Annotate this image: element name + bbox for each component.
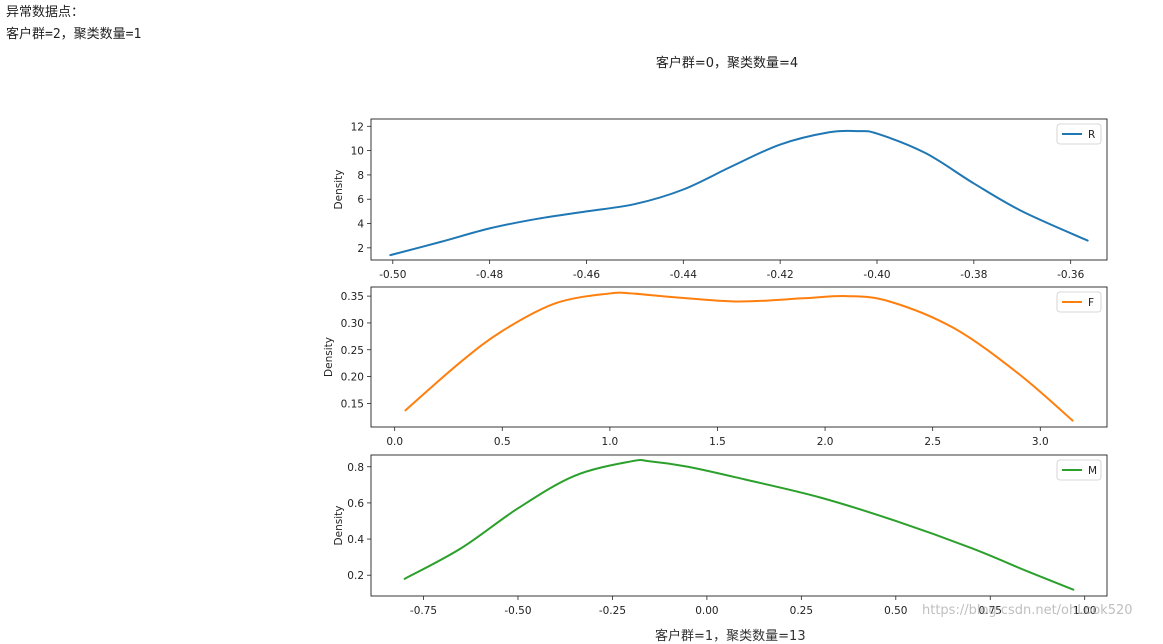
y-tick-label: 0.35	[341, 291, 364, 303]
y-tick-label: 2	[357, 243, 364, 255]
output-line-2: 客户群=2，聚类数量=1	[6, 27, 142, 42]
x-tick-label: -0.36	[1057, 269, 1084, 281]
x-tick-label: -0.75	[410, 605, 437, 617]
x-tick-label: 0.0	[386, 436, 403, 448]
x-tick-label: 3.0	[1032, 436, 1049, 448]
y-tick-label: 10	[351, 146, 364, 158]
x-tick-label: 0.00	[695, 605, 718, 617]
legend-label-R: R	[1088, 129, 1095, 141]
x-tick-label: -0.38	[960, 269, 987, 281]
subplot-1: -0.50 -0.48 -0.46 -0.44 -0.42 -0.40 -0.38 -0.36…	[333, 118, 1108, 281]
series-line-R	[389, 129, 1089, 257]
y-tick-label: 0.8	[347, 462, 364, 474]
subplot-2: 0.0 0.5 1.0 1.5 2.0 2.5 3.0 0.15 0.20 0.25 0.30 0.3…	[323, 286, 1108, 448]
y-axis-label: Density	[333, 170, 345, 210]
legend-label-F: F	[1088, 297, 1094, 309]
y-axis-label: Density	[333, 506, 345, 546]
x-tick-label: 2.0	[817, 436, 834, 448]
x-tick-label: 0.5	[494, 436, 511, 448]
chart-title: 客户群=0，聚类数量=4	[656, 55, 798, 71]
watermark: https://blog.csdn.net/ohLook520	[922, 603, 1133, 618]
y-tick-label: 0.20	[341, 372, 364, 384]
y-tick-label: 0.2	[347, 570, 364, 582]
x-tick-label: 1.0	[602, 436, 619, 448]
x-tick-label: 1.00	[1073, 605, 1096, 617]
axes-frame	[370, 286, 1108, 428]
x-tick-label: 2.5	[924, 436, 941, 448]
next-figure-title-partial: 客户群=1，聚类数量=13	[655, 629, 806, 644]
legend-label-M: M	[1088, 465, 1097, 477]
axes-frame	[370, 454, 1108, 597]
y-tick-label: 0.6	[347, 498, 364, 510]
y-tick-label: 6	[357, 194, 364, 206]
x-tick-label: -0.25	[599, 605, 626, 617]
x-tick-label: 0.50	[884, 605, 907, 617]
y-tick-label: 0.15	[341, 398, 364, 410]
series-line-M	[403, 459, 1075, 591]
x-tick-label: -0.48	[476, 269, 503, 281]
y-axis-label: Density	[323, 337, 335, 377]
x-tick-label: -0.40	[863, 269, 890, 281]
x-tick-label: 0.75	[979, 605, 1002, 617]
y-tick-label: 8	[357, 170, 364, 182]
x-tick-label: 0.25	[790, 605, 813, 617]
y-tick-label: 4	[357, 219, 364, 231]
axes-frame	[370, 118, 1108, 261]
y-tick-label: 0.4	[347, 534, 364, 546]
x-tick-label: -0.46	[573, 269, 600, 281]
series-line-F	[404, 291, 1074, 422]
x-tick-label: -0.50	[504, 605, 531, 617]
y-tick-label: 0.25	[341, 345, 364, 357]
x-tick-label: -0.42	[767, 269, 794, 281]
output-line-1: 异常数据点：	[6, 5, 85, 20]
x-tick-label: 1.5	[709, 436, 726, 448]
density-figure: 客户群=0，聚类数量=4-0.50 -0.48 -0.46 -0.44 -0.42 -0.…	[323, 55, 1108, 617]
x-tick-label: -0.50	[379, 269, 406, 281]
y-tick-label: 0.30	[341, 318, 364, 330]
y-tick-label: 12	[351, 121, 364, 133]
subplot-3: -0.75 -0.50 -0.25 0.00 0.25 0.50 0.75 1.00 0.2 0.…	[333, 454, 1108, 617]
x-tick-label: -0.44	[670, 269, 697, 281]
